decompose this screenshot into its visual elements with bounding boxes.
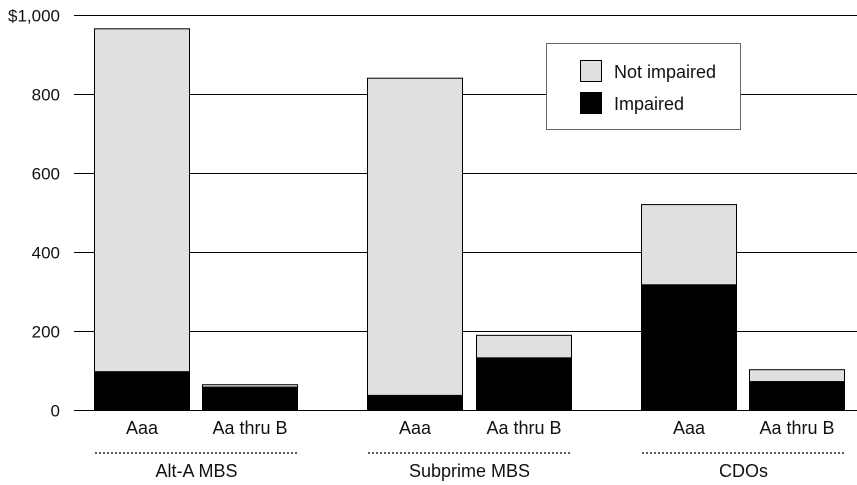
bar-segment-impaired bbox=[202, 386, 298, 411]
legend-box bbox=[546, 43, 741, 130]
bar-segment-impaired bbox=[367, 394, 463, 411]
x-group-label: Subprime MBS bbox=[409, 461, 530, 481]
bar-segment-not-impaired bbox=[367, 77, 463, 396]
bar-segment-impaired bbox=[641, 284, 737, 411]
bar-segment-impaired bbox=[476, 357, 572, 411]
y-tick-label: 400 bbox=[32, 244, 60, 263]
x-category-label: Aaa bbox=[126, 418, 159, 438]
bar-segment-not-impaired bbox=[94, 28, 190, 373]
legend-label: Impaired bbox=[614, 94, 684, 114]
bar-segment-impaired bbox=[94, 371, 190, 411]
y-tick-label: 0 bbox=[51, 402, 60, 421]
legend-swatch bbox=[580, 92, 602, 114]
bar-segment-not-impaired bbox=[202, 384, 298, 388]
x-group-label: Alt-A MBS bbox=[155, 461, 237, 481]
legend-swatch bbox=[580, 60, 602, 82]
x-axis-group-labels: Alt-A MBS Subprime MBS CDOs bbox=[95, 452, 845, 481]
y-axis-tick-labels: 0 200 400 600 800 $1,000 bbox=[8, 7, 60, 421]
x-category-label: Aaa bbox=[673, 418, 706, 438]
x-axis-category-labels: Aaa Aa thru B Aaa Aa thru B Aaa Aa thru B bbox=[126, 418, 835, 438]
x-category-label: Aa thru B bbox=[759, 418, 834, 438]
x-group-label: CDOs bbox=[719, 461, 768, 481]
y-tick-label: 200 bbox=[32, 323, 60, 342]
bar-segment-not-impaired bbox=[476, 334, 572, 359]
y-tick-label: 600 bbox=[32, 165, 60, 184]
legend-label: Not impaired bbox=[614, 62, 716, 82]
y-tick-label: 800 bbox=[32, 86, 60, 105]
x-category-label: Aa thru B bbox=[486, 418, 561, 438]
y-tick-label: $1,000 bbox=[8, 7, 60, 26]
legend: Not impaired Impaired bbox=[546, 43, 741, 130]
x-category-label: Aaa bbox=[399, 418, 432, 438]
x-category-label: Aa thru B bbox=[212, 418, 287, 438]
bar-segment-not-impaired bbox=[641, 204, 737, 286]
bar-segment-not-impaired bbox=[749, 369, 845, 383]
bar-segment-impaired bbox=[749, 381, 845, 411]
bars bbox=[94, 28, 845, 411]
